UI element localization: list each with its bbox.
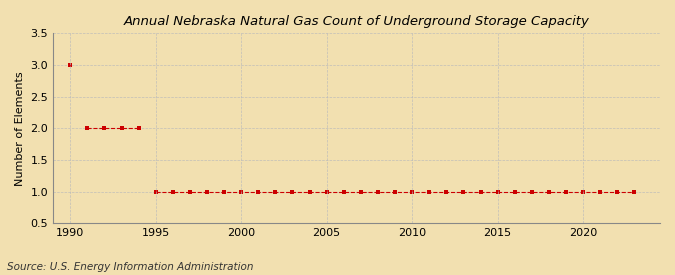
Y-axis label: Number of Elements: Number of Elements [15, 71, 25, 186]
Text: Source: U.S. Energy Information Administration: Source: U.S. Energy Information Administ… [7, 262, 253, 272]
Title: Annual Nebraska Natural Gas Count of Underground Storage Capacity: Annual Nebraska Natural Gas Count of Und… [124, 15, 589, 28]
